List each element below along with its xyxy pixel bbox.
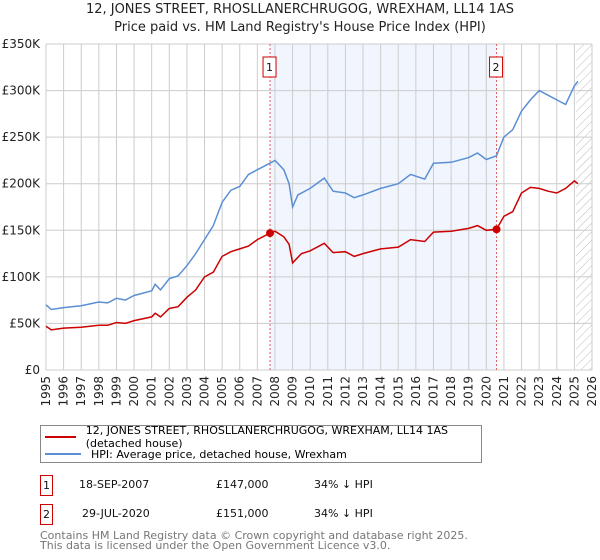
y-tick-label: £0 [25,363,40,377]
x-tick-label: 2013 [356,376,370,407]
sale-hpi-diff: 34% ↓ HPI [314,507,373,520]
x-tick-label: 2020 [479,376,493,407]
y-tick-label: £200K [2,177,42,191]
series-line [45,80,579,311]
sale-hpi-diff: 34% ↓ HPI [314,478,373,491]
y-tick-label: £50K [9,316,41,330]
x-tick-label: 2006 [233,376,247,407]
legend: 12, JONES STREET, RHOSLLANERCHRUGOG, WRE… [40,424,482,463]
x-tick-label: 2004 [198,376,212,407]
annotation-label: 1 [266,61,273,74]
x-tick-label: 2003 [180,376,194,407]
x-tick-label: 2012 [338,376,352,407]
x-tick-label: 2021 [497,376,511,407]
sale-badge: 2 [40,504,53,525]
x-tick-label: 1998 [92,376,106,407]
annotation-label: 2 [493,61,500,74]
x-tick-label: 2023 [532,376,546,407]
sale-point [266,229,275,238]
sale-date: 29-JUL-2020 [82,507,150,520]
line-chart: 1995 1996 1997 1998 1999 2000 2001 2002 2003 2004… [2,37,599,407]
hatched-forecast-region [576,44,592,370]
x-tick-label: 2014 [374,376,388,407]
legend-item-property: 12, JONES STREET, RHOSLLANERCHRUGOG, WRE… [41,424,481,450]
x-tick-label: 2025 [567,376,581,407]
sale-price: £151,000 [216,507,269,520]
chart-subtitle: Price paid vs. HM Land Registry's House … [114,20,486,35]
footer-licence: This data is licensed under the Open Gov… [40,539,391,552]
x-tick-label: 2015 [391,376,405,407]
x-tick-label: 2000 [127,376,141,407]
legend-item-hpi: HPI: Average price, detached house, Wrex… [41,446,347,462]
sale-price: £147,000 [216,478,269,491]
blue-line-swatch [45,453,81,455]
x-tick-label: 2008 [268,376,282,407]
y-tick-label: £350K [2,37,42,51]
y-tick-label: £300K [2,84,42,98]
x-tick-label: 2009 [286,376,300,407]
red-line-swatch [45,436,76,438]
y-tick-label: £250K [2,130,42,144]
x-tick-label: 2026 [585,376,599,407]
x-tick-label: 1999 [109,376,123,407]
y-tick-label: £100K [2,270,42,284]
y-tick-label: £150K [2,223,42,237]
legend-label: HPI: Average price, detached house, Wrex… [91,447,347,461]
x-tick-label: 2001 [145,376,159,407]
x-tick-label: 2005 [215,376,229,407]
chart-title: 12, JONES STREET, RHOSLLANERCHRUGOG, WRE… [85,2,515,17]
annotation-box [262,56,277,78]
x-tick-label: 1996 [57,376,71,407]
sale-badge: 1 [40,475,53,496]
x-tick-label: 2022 [515,376,529,407]
x-tick-label: 2016 [409,376,423,407]
x-tick-label: 1995 [39,376,53,407]
shaded-region [270,44,497,370]
x-tick-label: 2007 [250,376,264,407]
x-tick-label: 2019 [462,376,476,407]
sale-date: 18-SEP-2007 [79,478,150,491]
sale-point [492,225,501,234]
x-tick-label: 2002 [162,376,176,407]
legend-label: 12, JONES STREET, RHOSLLANERCHRUGOG, WRE… [85,424,449,450]
x-tick-label: 2010 [303,376,317,407]
x-tick-label: 2011 [321,376,335,407]
x-tick-label: 2018 [444,376,458,407]
annotation-box [489,56,504,78]
x-tick-label: 2024 [550,376,564,407]
x-tick-label: 1997 [74,376,88,407]
footer-copyright: Contains HM Land Registry data © Crown c… [40,529,468,542]
x-tick-label: 2017 [426,376,440,407]
series-line [45,179,579,331]
footer: Contains HM Land Registry data © Crown c… [40,529,468,552]
